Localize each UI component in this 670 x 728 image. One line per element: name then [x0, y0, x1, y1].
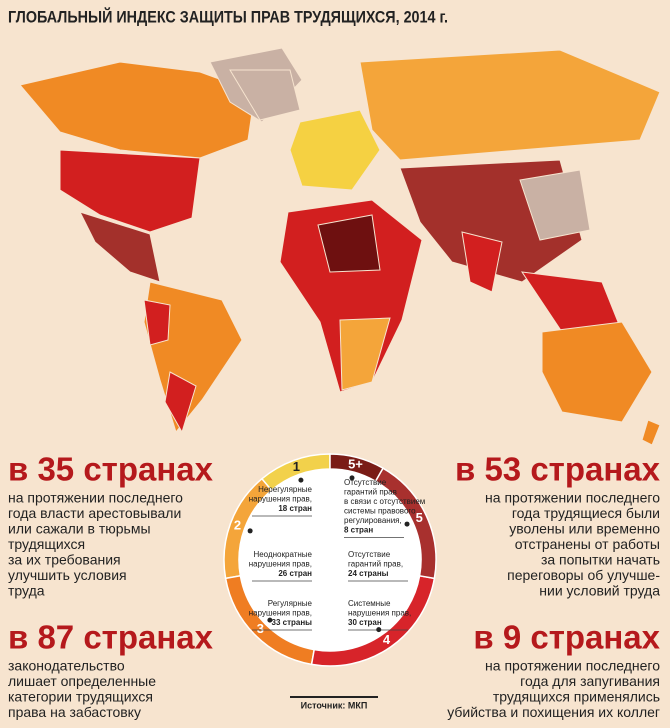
fact-text: лишает определенные [8, 673, 156, 689]
legend-text: регулирования, [344, 516, 402, 525]
ring-label: 5 [416, 510, 423, 525]
legend-dot [267, 617, 273, 623]
fact-headline: в 9 странах [473, 619, 660, 656]
legend-dot [247, 528, 253, 534]
fact-text: отстранены от работы [515, 536, 660, 552]
fact-text: права на забастовку [8, 704, 141, 720]
fact-text: трудящихся [8, 536, 85, 552]
ring-inner [239, 469, 421, 651]
legend-text: нарушения прав, [249, 560, 312, 569]
legend-text: Неоднократные [253, 550, 312, 559]
legend-text: нарушения прав, [249, 495, 312, 504]
legend-count: 18 стран [278, 504, 312, 513]
legend-count: 26 стран [278, 569, 312, 578]
legend-text: Отсутствие [344, 478, 387, 487]
fact-text: нии условий труда [539, 583, 660, 599]
legend-text: в связи с отсутствием [344, 497, 425, 506]
legend-count: 24 страны [348, 569, 389, 578]
fact-text: или сажали в тюрьмы [8, 521, 151, 537]
legend-count: 30 стран [348, 618, 382, 627]
source: Источник: МКП [301, 700, 368, 710]
fact-text: на протяжении последнего [8, 490, 183, 506]
legend-text: Нерегулярные [258, 485, 312, 494]
legend-count: 33 страны [272, 618, 313, 627]
ring-segment [223, 477, 273, 580]
legend-text: гарантий прав [344, 488, 397, 497]
ring-segment [224, 574, 316, 666]
fact-text: уволены или временно [509, 521, 660, 537]
fact-text: переговоры об улучше- [507, 567, 660, 583]
fact-text: года трудящиеся были [512, 505, 660, 521]
fact-text: года власти арестовывали [8, 505, 181, 521]
ring-segment [374, 467, 437, 580]
fact-text: улучшить условия [8, 567, 127, 583]
legend-text: системы правового [344, 507, 416, 516]
legend-dot [376, 627, 382, 633]
legend-dot [404, 521, 410, 527]
legend-text: Регулярные [268, 599, 313, 608]
fact-text: на протяжении последнего [485, 490, 660, 506]
world-map [19, 47, 661, 446]
fact-text: категории трудящихся [8, 689, 153, 705]
fact-text: года для запугивания [520, 673, 660, 689]
fact-text: на протяжении последнего [485, 658, 660, 674]
fact-headline: в 53 странах [455, 451, 661, 488]
legend-count: 8 стран [344, 526, 373, 535]
legend-text: гарантий прав, [348, 560, 403, 569]
fact-text: трудящихся применялись [493, 689, 660, 705]
fact-text: труда [8, 583, 45, 599]
fact-text: за попытки начать [541, 552, 660, 568]
legend-text: Системные [348, 599, 391, 608]
ring-label: 3 [257, 621, 264, 636]
fact-headline: в 35 странах [8, 451, 214, 488]
legend-text: нарушения прав, [249, 609, 312, 618]
fact-text: убийства и похищения их коллег [447, 704, 660, 720]
ring-segment [310, 574, 436, 667]
fact-headline: в 87 странах [8, 619, 214, 656]
fact-text: законодательство [8, 658, 125, 674]
ring-label: 4 [383, 632, 391, 647]
legend-text: Отсутствие [348, 550, 391, 559]
title: ГЛОБАЛЬНЫЙ ИНДЕКС ЗАЩИТЫ ПРАВ ТРУДЯЩИХСЯ… [8, 7, 448, 26]
ring-label: 1 [293, 459, 300, 474]
legend-dot [349, 475, 355, 481]
legend-dot [298, 477, 304, 483]
legend-text: нарушения прав, [348, 609, 411, 618]
ring-label: 5+ [348, 456, 363, 471]
fact-text: за их требования [8, 552, 121, 568]
ring-segment [329, 453, 385, 483]
ring-label: 2 [234, 518, 241, 533]
